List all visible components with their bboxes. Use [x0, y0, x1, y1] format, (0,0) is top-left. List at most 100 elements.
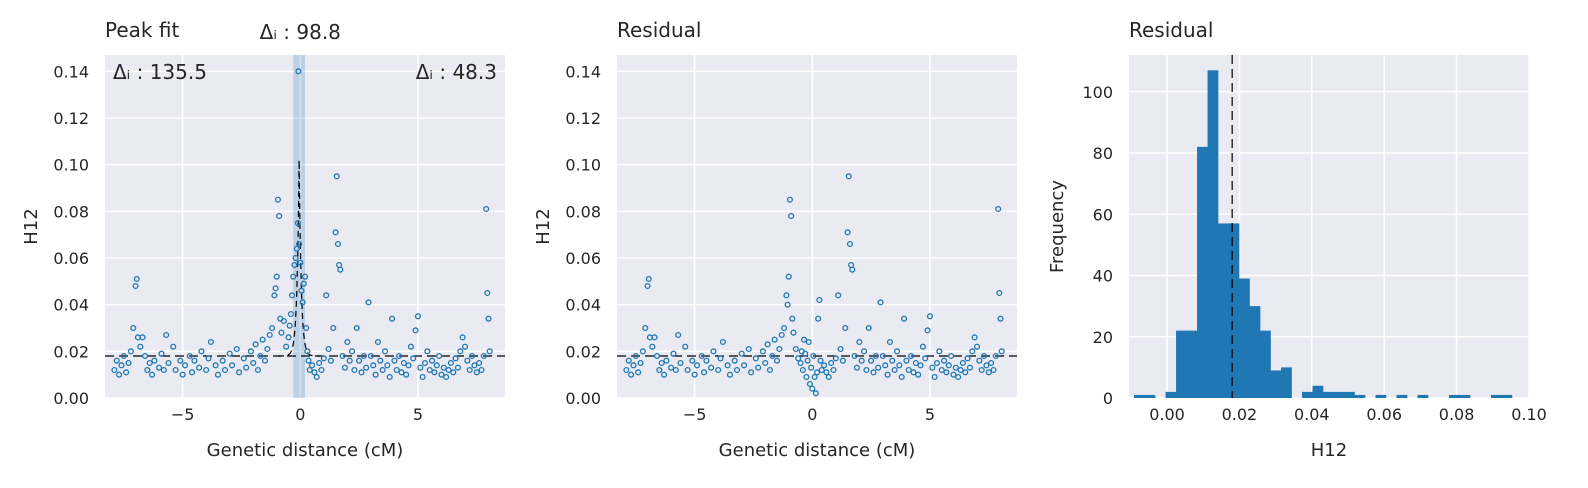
data-point [875, 364, 882, 371]
data-point [811, 373, 818, 381]
data-point [266, 331, 273, 339]
data-point [769, 352, 776, 360]
panel-residual-scatter: −5 0 5 0.00 0.02 0.04 0.06 0.08 0.10 0.12 0.14 Res… [533, 18, 1017, 461]
data-point [803, 373, 810, 381]
data-point [837, 345, 844, 353]
data-point [214, 371, 221, 378]
data-point [868, 357, 875, 364]
data-point [450, 369, 457, 376]
data-point [630, 362, 637, 369]
y-tick-label: 0.08 [53, 202, 89, 221]
data-point [978, 366, 985, 374]
y-tick-label: 60 [1093, 205, 1113, 224]
histogram-bar [1249, 306, 1261, 398]
data-point [484, 289, 491, 297]
x-tick-label: 0.04 [1294, 405, 1330, 424]
histogram-bar [1490, 394, 1502, 398]
data-point [738, 350, 745, 357]
data-point [303, 324, 310, 332]
data-point [691, 371, 698, 378]
data-point [219, 357, 226, 364]
data-point [116, 371, 123, 378]
data-point [151, 357, 158, 364]
data-point [795, 355, 802, 362]
y-tick-label: 0.02 [53, 342, 89, 361]
data-point [637, 359, 644, 367]
data-point [293, 245, 300, 252]
data-point [274, 196, 281, 203]
y-tick-label: 0.06 [565, 249, 601, 268]
data-point [377, 357, 384, 364]
y-axis-label: H12 [21, 208, 42, 244]
data-point [163, 331, 170, 339]
data-point [969, 348, 976, 355]
data-point [123, 369, 130, 376]
data-point [653, 352, 661, 360]
histogram-bar [1207, 70, 1219, 398]
data-point [812, 390, 819, 397]
data-point [344, 338, 351, 346]
chart-title: Residual [1129, 18, 1213, 42]
histogram-bar [1312, 385, 1324, 398]
data-point [141, 352, 149, 360]
data-point [708, 364, 715, 371]
data-point [486, 348, 493, 355]
data-point [792, 345, 799, 353]
data-point [998, 348, 1005, 355]
data-point [649, 343, 656, 350]
data-point [297, 259, 304, 266]
x-tick-label: 5 [413, 405, 423, 424]
data-point [146, 359, 153, 367]
histogram-bar [1501, 394, 1513, 398]
data-point [374, 338, 381, 346]
data-point [973, 343, 981, 350]
data-point [731, 357, 738, 364]
data-point [988, 359, 995, 367]
data-point [898, 373, 905, 381]
data-point [808, 364, 815, 371]
data-point [952, 364, 959, 371]
data-point [292, 254, 299, 262]
data-point [802, 350, 809, 357]
histogram-bar [1344, 391, 1355, 398]
data-point [360, 352, 367, 360]
y-tick-label: 20 [1093, 328, 1113, 347]
data-point [473, 369, 480, 376]
data-point [250, 359, 257, 367]
histogram-bar [1197, 146, 1208, 398]
data-point [976, 357, 983, 364]
data-point [983, 362, 990, 369]
data-point [316, 359, 323, 367]
data-point [783, 292, 790, 299]
data-point [842, 324, 849, 332]
data-point [682, 343, 689, 350]
data-point [181, 362, 189, 369]
x-tick-label: 5 [925, 405, 935, 424]
data-point [830, 366, 837, 374]
y-tick-label: 0 [1103, 389, 1113, 408]
data-point [285, 334, 292, 341]
histogram-bar [1449, 394, 1460, 398]
data-point [177, 357, 184, 364]
data-point [804, 357, 811, 364]
histogram-bar [1176, 330, 1187, 398]
x-tick-label: −5 [171, 405, 195, 424]
data-point [635, 369, 642, 376]
data-point [226, 350, 233, 357]
data-point [919, 343, 926, 350]
data-point [363, 364, 370, 371]
data-point [381, 348, 389, 355]
histogram-bar [1144, 394, 1156, 398]
data-point [809, 385, 816, 392]
data-point [203, 366, 210, 374]
data-point [419, 373, 426, 381]
data-point [457, 348, 464, 355]
data-point [856, 338, 863, 346]
y-tick-label: 0.14 [53, 62, 89, 81]
data-points [111, 68, 493, 381]
data-point [926, 313, 933, 320]
tick-labels: −5 0 5 0.00 0.02 0.04 0.06 0.08 0.10 0.12 0.14 [53, 62, 423, 424]
data-point [806, 380, 813, 388]
data-point [992, 352, 999, 360]
data-point [910, 369, 917, 376]
